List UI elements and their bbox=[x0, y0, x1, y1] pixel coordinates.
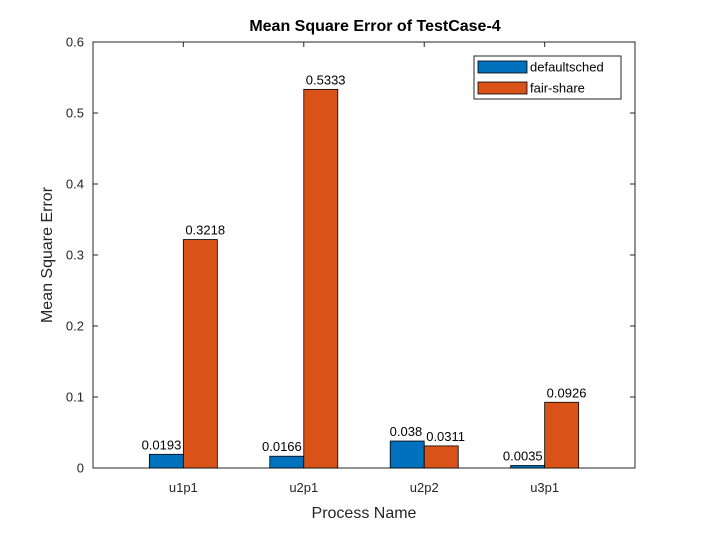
y-tick-label: 0.1 bbox=[66, 390, 84, 405]
data-label-defaultsched-u2p1: 0.0166 bbox=[262, 439, 302, 454]
bar-fair-share-u1p1 bbox=[182, 239, 218, 469]
bar-fair-share-u2p2 bbox=[423, 445, 459, 469]
data-label-defaultsched-u1p1: 0.0193 bbox=[142, 437, 182, 452]
legend-swatch-fair-share bbox=[477, 81, 528, 95]
x-tick-label-u1p1: u1p1 bbox=[169, 480, 198, 495]
y-tick-label: 0.6 bbox=[66, 35, 84, 50]
bar-defaultsched-u1p1 bbox=[148, 453, 184, 469]
y-tick-label: 0 bbox=[77, 461, 84, 476]
x-axis-label: Process Name bbox=[312, 505, 417, 522]
bar-defaultsched-u2p2 bbox=[389, 440, 425, 469]
plot-area: 0 0.1 0.2 0.3 0.4 0.5 0.6 u1p1 u2p1 u2p2 u3p1 0.0… bbox=[66, 35, 636, 495]
x-axis-ticks: u1p1 u2p1 u2p2 u3p1 bbox=[169, 42, 559, 495]
x-tick-label-u3p1: u3p1 bbox=[530, 480, 559, 495]
y-tick-label: 0.3 bbox=[66, 248, 84, 263]
data-label-fair-share-u1p1: 0.3218 bbox=[185, 223, 225, 238]
x-tick-label-u2p1: u2p1 bbox=[289, 480, 318, 495]
bar-defaultsched-u2p1 bbox=[269, 455, 305, 469]
bars bbox=[148, 88, 580, 469]
y-tick-label: 0.5 bbox=[66, 106, 84, 121]
legend-label-fair-share: fair-share bbox=[530, 81, 585, 96]
x-tick-label-u2p2: u2p2 bbox=[410, 480, 439, 495]
legend: defaultsched fair-share bbox=[473, 55, 622, 100]
legend-label-defaultsched: defaultsched bbox=[530, 60, 604, 75]
bar-defaultsched-u3p1 bbox=[510, 465, 546, 469]
bar-fair-share-u2p1 bbox=[303, 88, 339, 469]
y-tick-label: 0.2 bbox=[66, 319, 84, 334]
data-label-fair-share-u3p1: 0.0926 bbox=[547, 385, 587, 400]
data-labels: 0.0193 0.0166 0.038 0.0035 0.3218 0.5333 0.031… bbox=[142, 72, 587, 463]
data-label-fair-share-u2p1: 0.5333 bbox=[306, 72, 346, 87]
y-tick-label: 0.4 bbox=[66, 177, 84, 192]
y-axis-ticks: 0 0.1 0.2 0.3 0.4 0.5 0.6 bbox=[66, 35, 635, 476]
legend-swatch-defaultsched bbox=[477, 60, 528, 74]
data-label-defaultsched-u2p2: 0.038 bbox=[390, 424, 423, 439]
y-axis-label: Mean Square Error bbox=[39, 186, 56, 323]
data-label-fair-share-u2p2: 0.0311 bbox=[426, 429, 465, 444]
bar-fair-share-u3p1 bbox=[544, 401, 580, 469]
chart-title: Mean Square Error of TestCase-4 bbox=[249, 18, 500, 35]
data-label-defaultsched-u3p1: 0.0035 bbox=[503, 449, 543, 464]
